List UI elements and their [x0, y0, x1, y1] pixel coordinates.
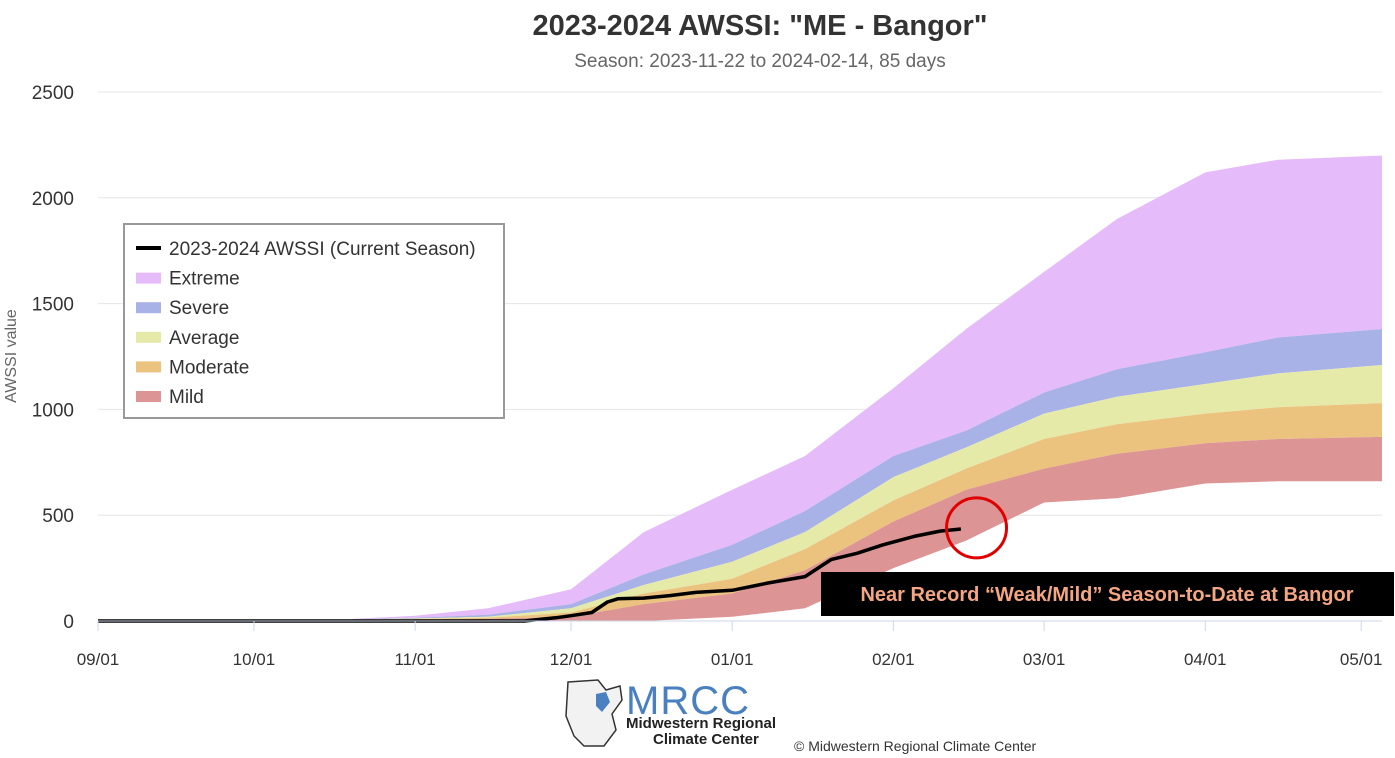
legend: 2023-2024 AWSSI (Current Season) Extreme S… — [123, 223, 505, 419]
legend-swatch-4 — [136, 361, 161, 373]
x-tick-label-01/01: 01/01 — [711, 650, 754, 669]
annotation-text: Near Record “Weak/Mild” Season-to-Date a… — [860, 584, 1353, 606]
x-tick-label-09/01: 09/01 — [77, 650, 120, 669]
great-lakes-icon — [596, 692, 610, 712]
percentile-bands — [352, 155, 1383, 621]
legend-label-1: Extreme — [169, 269, 240, 290]
legend-label-4: Moderate — [169, 357, 249, 378]
midwest-map-icon — [565, 679, 623, 747]
legend-label-0: 2023-2024 AWSSI (Current Season) — [169, 239, 476, 260]
legend-label-5: Mild — [169, 387, 204, 408]
x-tick-label-02/01: 02/01 — [872, 650, 915, 669]
y-tick-label-2500: 2500 — [32, 83, 74, 104]
annotation: Near Record “Weak/Mild” Season-to-Date a… — [821, 496, 1394, 616]
y-tick-label-500: 500 — [42, 506, 74, 527]
y-tick-label-0: 0 — [63, 612, 74, 633]
y-axis-label: AWSSI value — [3, 309, 20, 403]
chart-subtitle: Season: 2023-11-22 to 2024-02-14, 85 day… — [574, 51, 945, 72]
legend-swatch-2 — [136, 302, 161, 314]
series-line-0 — [98, 527, 962, 623]
x-tick-label-10/01: 10/01 — [233, 650, 276, 669]
logo-line-2: Climate Center — [653, 731, 759, 748]
x-tick-label-03/01: 03/01 — [1023, 650, 1066, 669]
band-moderate — [352, 403, 1383, 621]
y-tick-label-1500: 1500 — [32, 295, 74, 316]
x-tick-label-05/01: 05/01 — [1340, 650, 1383, 669]
legend-box — [123, 223, 505, 419]
credit: © Midwestern Regional Climate Center — [794, 738, 1037, 754]
axes: 0 500 1000 1500 2000 2500 09/01 10/01 11/01 12/01… — [32, 83, 1383, 669]
logo-line-1: Midwestern Regional — [626, 715, 776, 732]
legend-swatch-5 — [136, 391, 161, 402]
chart-title: 2023-2024 AWSSI: "ME - Bangor" — [532, 10, 987, 42]
legend-label-3: Average — [169, 328, 239, 349]
mrcc-logo: MRCC Midwestern Regional Climate Center — [565, 679, 776, 748]
band-mild — [352, 436, 1383, 621]
band-extreme — [352, 155, 1383, 620]
band-average — [352, 365, 1383, 620]
annotation-circle — [945, 496, 1009, 560]
x-tick-label-04/01: 04/01 — [1184, 650, 1227, 669]
legend-label-2: Severe — [169, 298, 229, 319]
band-severe — [352, 329, 1383, 620]
y-tick-label-2000: 2000 — [32, 189, 74, 210]
annotation-box — [821, 572, 1394, 616]
x-tick-label-12/01: 12/01 — [550, 650, 593, 669]
legend-swatch-3 — [136, 331, 161, 343]
x-tick-label-11/01: 11/01 — [394, 650, 435, 669]
current-season-series — [98, 527, 962, 623]
legend-swatch-1 — [136, 272, 161, 284]
y-tick-label-1000: 1000 — [32, 400, 74, 421]
logo-acronym: MRCC — [626, 679, 750, 723]
